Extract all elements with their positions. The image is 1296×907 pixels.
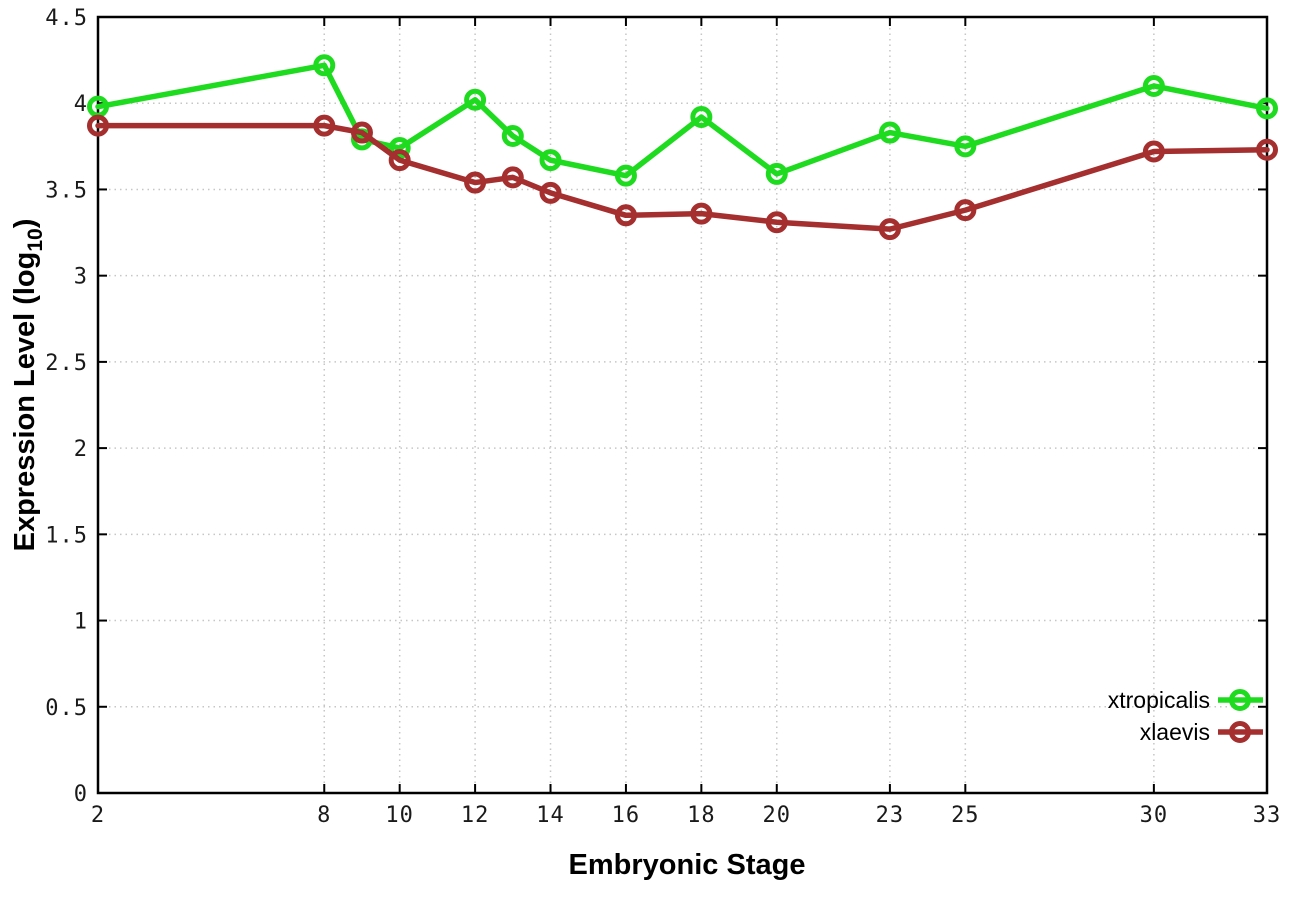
point-xlaevis-stage-13 (501, 166, 524, 189)
x-tick-label-12: 12 (461, 803, 490, 828)
y-tick-label-1.5: 1.5 (45, 523, 88, 548)
point-xtropicalis-stage-16 (614, 164, 637, 187)
point-xlaevis-stage-10 (388, 149, 411, 172)
point-xlaevis-stage-18 (690, 202, 713, 225)
point-xlaevis-stage-9 (350, 121, 373, 144)
y-tick-label-0.5: 0.5 (45, 696, 88, 721)
data-series (87, 54, 1278, 241)
point-xtropicalis-stage-23 (878, 121, 901, 144)
y-tick-label-0: 0 (74, 782, 88, 807)
point-xlaevis-stage-8 (313, 114, 336, 137)
y-tick-label-2.5: 2.5 (45, 351, 88, 376)
x-tick-label-8: 8 (317, 803, 331, 828)
x-tick-label-16: 16 (612, 803, 641, 828)
y-tick-label-3.5: 3.5 (45, 178, 88, 203)
y-tick-label-3: 3 (74, 265, 88, 290)
point-xlaevis-stage-30 (1142, 140, 1165, 163)
x-tick-label-33: 33 (1253, 803, 1282, 828)
plot-border (96, 15, 1269, 795)
x-tick-label-10: 10 (385, 803, 414, 828)
point-xtropicalis-stage-30 (1142, 74, 1165, 97)
x-tick-label-20: 20 (763, 803, 792, 828)
point-xtropicalis-stage-20 (765, 162, 788, 185)
point-xlaevis-stage-25 (954, 199, 977, 222)
point-xtropicalis-stage-33 (1256, 97, 1278, 120)
point-xtropicalis-stage-18 (690, 106, 713, 129)
axis-ticks (97, 16, 1268, 794)
series-line-xtropicalis (95, 62, 1270, 179)
x-tick-label-23: 23 (876, 803, 905, 828)
point-xlaevis-stage-23 (878, 218, 901, 241)
y-tick-label-4.5: 4.5 (45, 6, 88, 31)
tick-labels: 2 8 10 12 14 16 18 20 23 25 30 33 0 0.5 1 1.5 2 2.5 3 3.5 4 4… (45, 6, 1282, 828)
x-tick-label-14: 14 (536, 803, 565, 828)
y-tick-label-2: 2 (74, 437, 88, 462)
legend-marker-xtropicalis (1229, 689, 1251, 711)
point-xtropicalis-stage-25 (954, 135, 977, 158)
point-xlaevis-stage-20 (765, 211, 788, 234)
x-tick-label-18: 18 (687, 803, 716, 828)
point-xlaevis-stage-14 (539, 181, 562, 204)
legend-marker-xlaevis (1229, 721, 1251, 743)
x-tick-label-2: 2 (91, 803, 105, 828)
legend-label-xtropicalis: xtropicalis (1108, 687, 1210, 713)
y-tick-label-1: 1 (74, 610, 88, 635)
point-xtropicalis-stage-10 (388, 137, 411, 160)
x-tick-label-30: 30 (1140, 803, 1169, 828)
plot-border-rect (96, 15, 1269, 795)
legend-label-xlaevis: xlaevis (1140, 719, 1210, 745)
legend-markers (1218, 689, 1263, 743)
point-xtropicalis-stage-14 (539, 149, 562, 172)
point-xlaevis-stage-33 (1256, 138, 1278, 161)
point-xtropicalis-stage-8 (313, 54, 336, 77)
y-tick-label-4: 4 (74, 92, 88, 117)
point-xlaevis-stage-2 (87, 114, 109, 137)
point-xlaevis-stage-16 (614, 204, 637, 227)
series-line-xlaevis (95, 122, 1270, 232)
x-tick-label-25: 25 (951, 803, 980, 828)
point-xtropicalis-stage-13 (501, 124, 524, 147)
point-xtropicalis-stage-12 (464, 88, 487, 111)
y-axis-label: Expression Level (log10) (9, 219, 47, 552)
point-xlaevis-stage-12 (464, 171, 487, 194)
x-axis-label: Embryonic Stage (569, 849, 806, 881)
